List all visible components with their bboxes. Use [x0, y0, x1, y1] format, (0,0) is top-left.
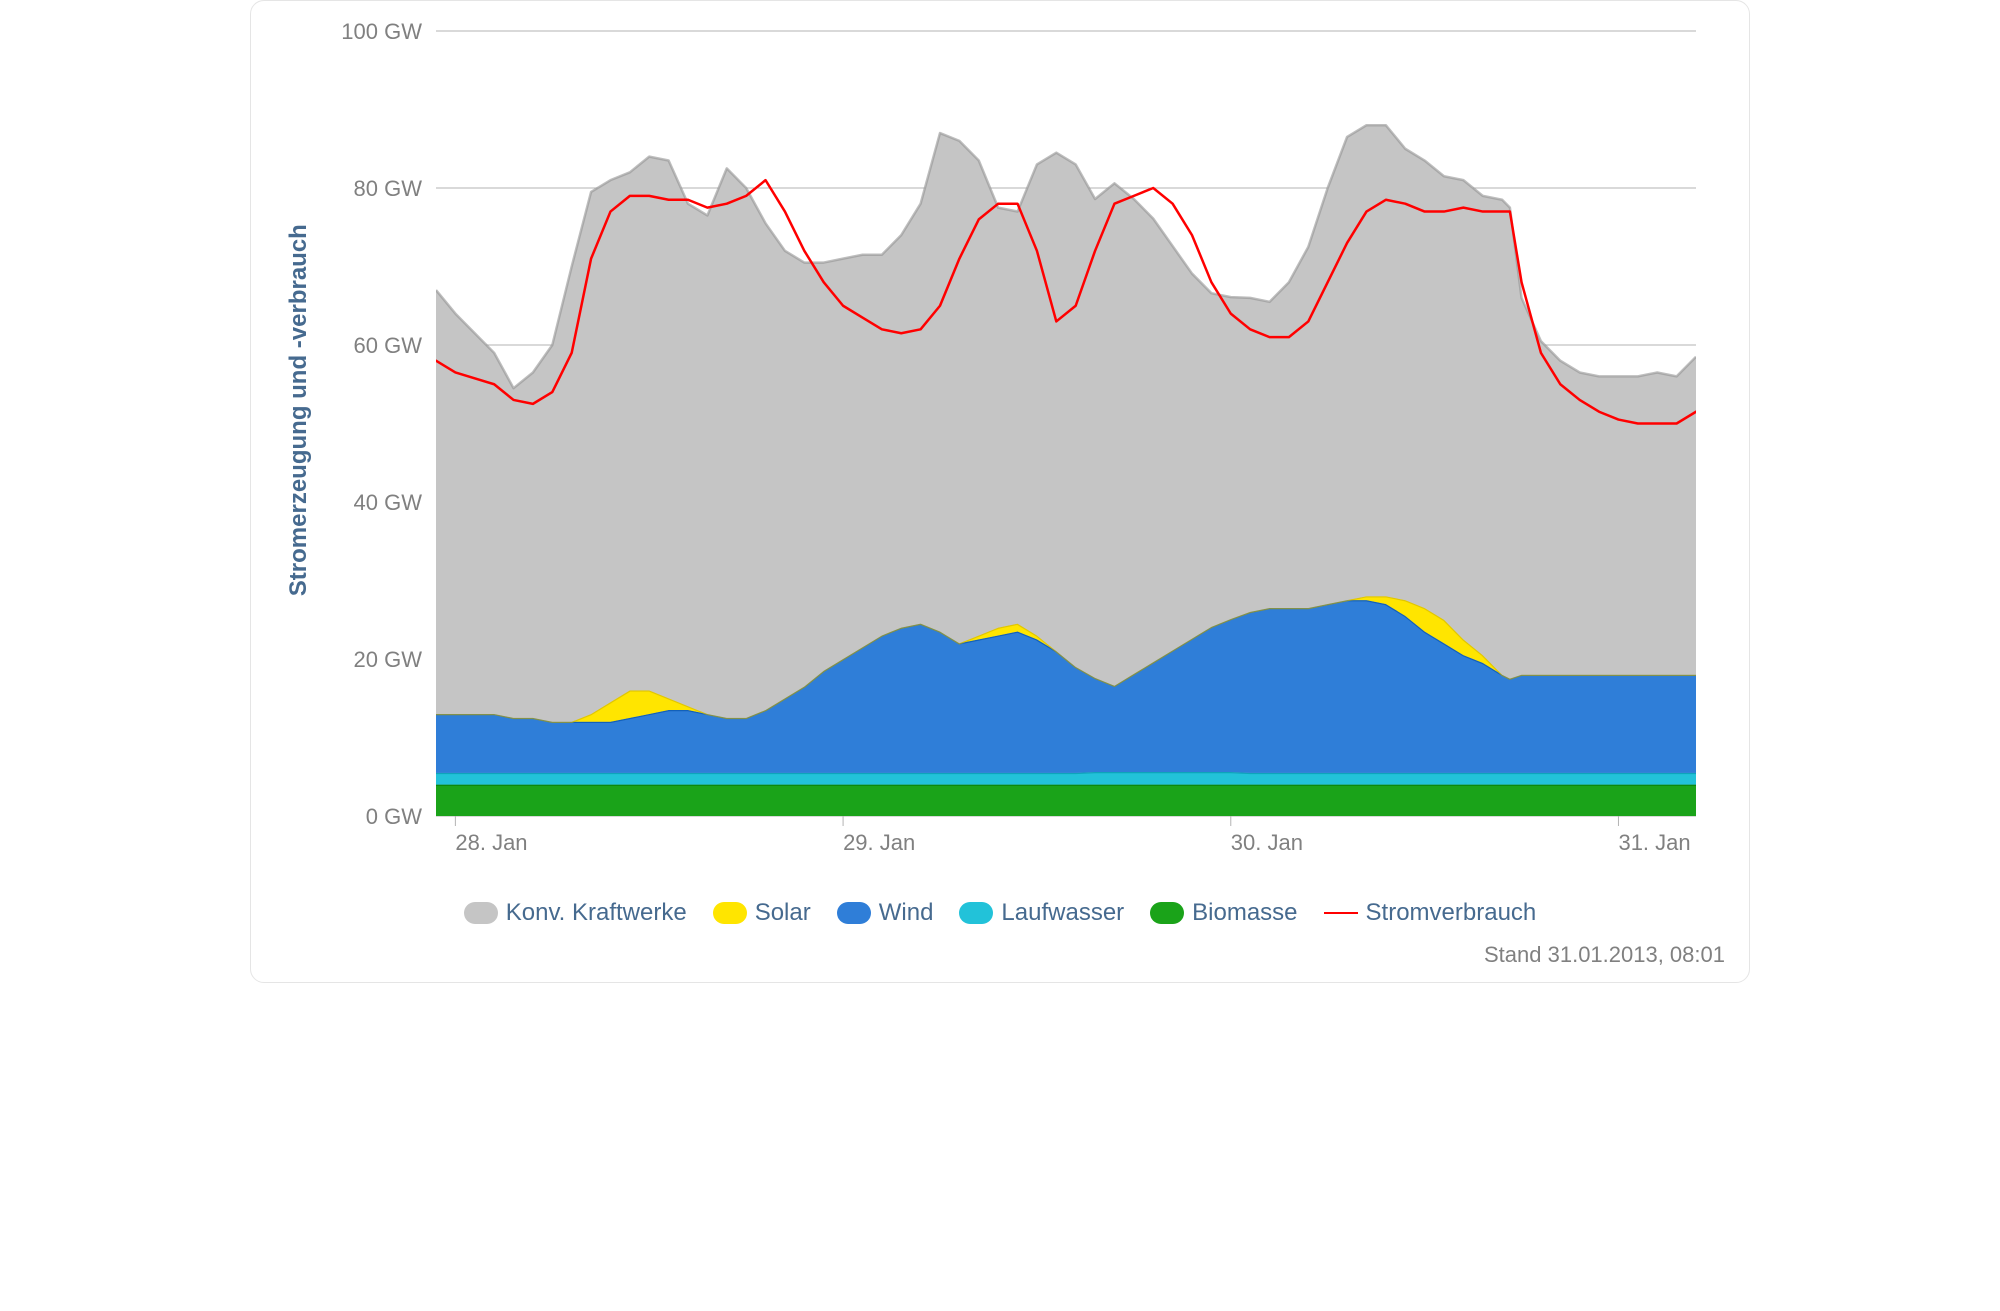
svg-text:100 GW: 100 GW [341, 19, 422, 44]
solar-swatch [713, 902, 747, 924]
legend-item-verbrauch[interactable]: Stromverbrauch [1324, 899, 1537, 927]
svg-text:Stromerzeugung und -verbrauch: Stromerzeugung und -verbrauch [285, 224, 312, 596]
footer-timestamp: Stand 31.01.2013, 08:01 [1484, 942, 1725, 968]
wind-swatch [837, 902, 871, 924]
konv-swatch [464, 902, 498, 924]
svg-text:30. Jan: 30. Jan [1231, 830, 1303, 855]
svg-text:40 GW: 40 GW [354, 490, 423, 515]
legend-item-solar[interactable]: Solar [713, 899, 811, 927]
legend-label-konv: Konv. Kraftwerke [506, 899, 687, 927]
svg-text:0 GW: 0 GW [366, 804, 422, 829]
biomasse-swatch [1150, 902, 1184, 924]
legend-item-laufwasser[interactable]: Laufwasser [959, 899, 1124, 927]
chart-card: 0 GW 20 GW 40 GW 60 GW 80 GW 100 GW 28. Jan 29.… [250, 0, 1750, 983]
chart-svg: 0 GW 20 GW 40 GW 60 GW 80 GW 100 GW 28. Jan 29.… [251, 1, 1750, 983]
svg-text:80 GW: 80 GW [354, 176, 423, 201]
plot-area: 0 GW 20 GW 40 GW 60 GW 80 GW 100 GW 28. Jan 29.… [251, 1, 1749, 982]
svg-text:31. Jan: 31. Jan [1618, 830, 1690, 855]
svg-text:60 GW: 60 GW [354, 333, 423, 358]
legend-label-solar: Solar [755, 899, 811, 927]
legend-item-wind[interactable]: Wind [837, 899, 934, 927]
svg-text:20 GW: 20 GW [354, 647, 423, 672]
legend-item-biomasse[interactable]: Biomasse [1150, 899, 1297, 927]
legend-label-laufwasser: Laufwasser [1001, 899, 1124, 927]
svg-text:29. Jan: 29. Jan [843, 830, 915, 855]
legend-item-konv[interactable]: Konv. Kraftwerke [464, 899, 687, 927]
legend: Konv. Kraftwerke Solar Wind Laufwasser Bioma… [251, 899, 1749, 927]
svg-text:28. Jan: 28. Jan [455, 830, 527, 855]
verbrauch-swatch [1324, 912, 1358, 914]
laufwasser-swatch [959, 902, 993, 924]
legend-label-wind: Wind [879, 899, 934, 927]
legend-label-verbrauch: Stromverbrauch [1366, 899, 1537, 927]
legend-label-biomasse: Biomasse [1192, 899, 1297, 927]
